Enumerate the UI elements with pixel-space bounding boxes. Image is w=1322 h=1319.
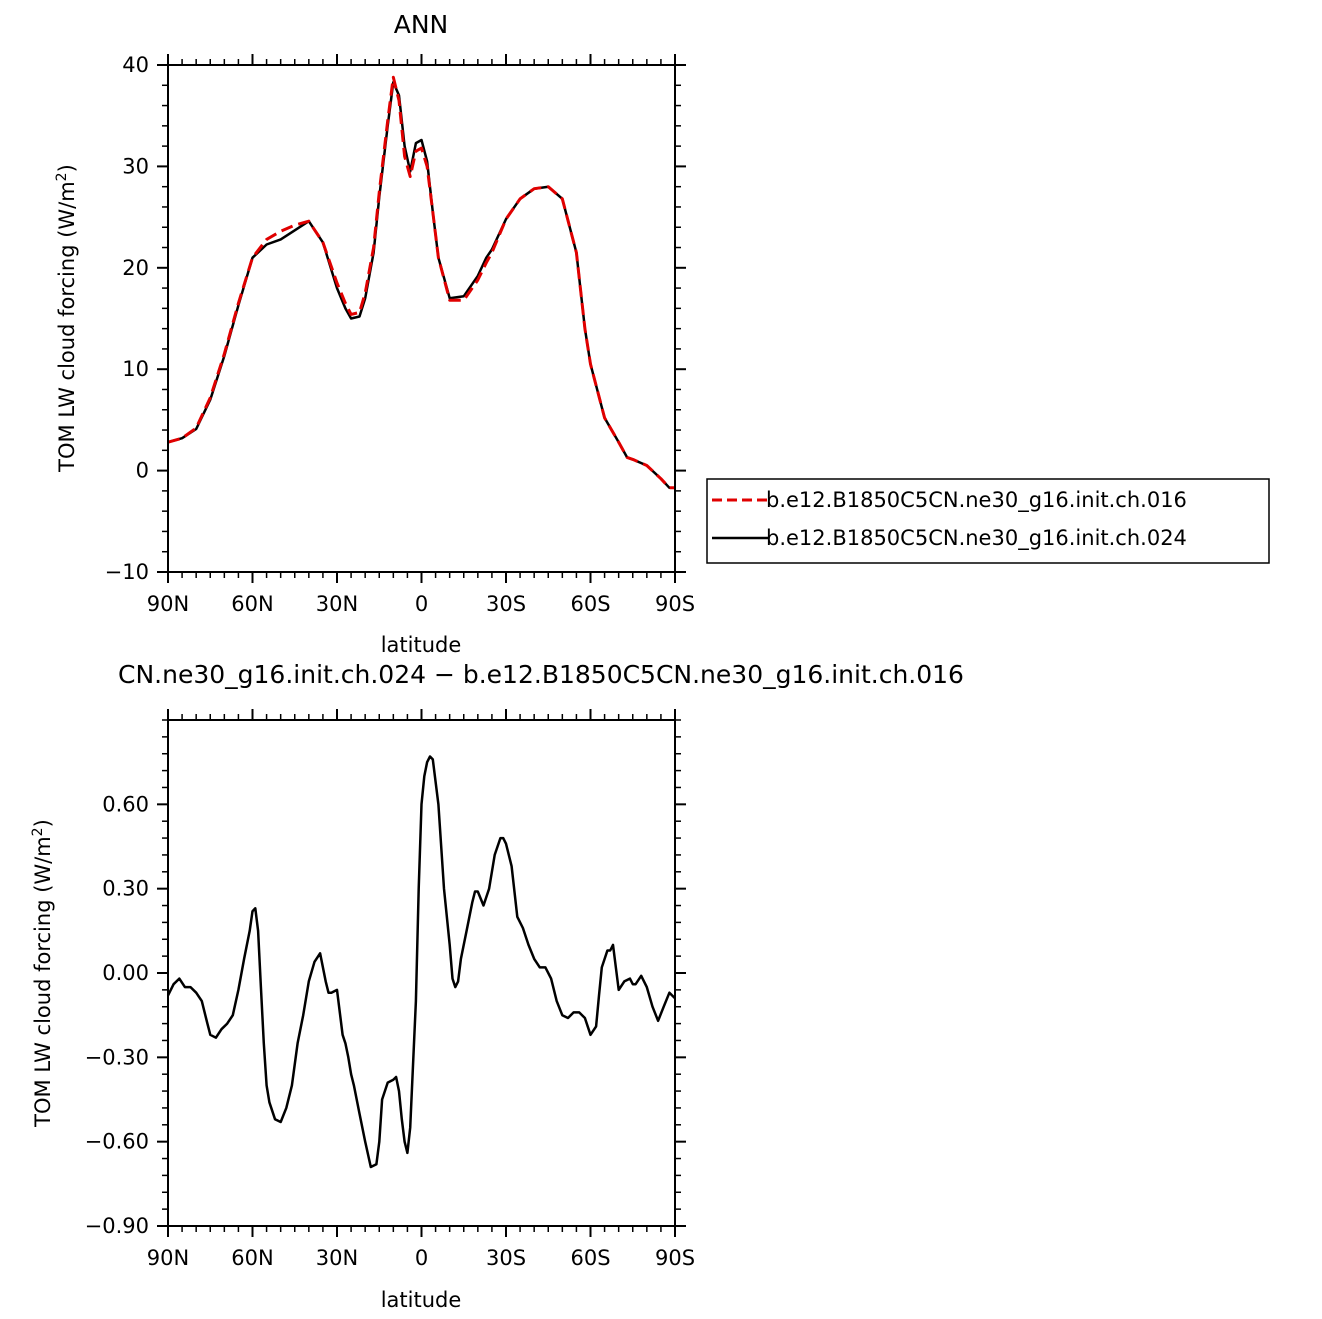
y-tick-label: 0.30 [102,877,149,901]
y-tick-label: 30 [122,154,149,178]
x-tick-labels: 90N 60N 30N 0 30S 60S 90S [147,592,695,616]
x-tick-labels: 90N 60N 30N 0 30S 60S 90S [147,1246,695,1270]
y-tick-label: −10 [105,560,149,584]
x-tick-label: 30S [486,1246,526,1270]
chart-title-diff: CN.ne30_g16.init.ch.024 − b.e12.B1850C5C… [118,660,964,689]
y-tick-label: 0 [136,459,149,483]
x-tick-label: 90S [655,592,695,616]
x-tick-label: 60S [570,1246,610,1270]
plot-area [167,75,675,490]
y-axis-label: TOM LW cloud forcing (W/m2) [54,164,79,473]
x-tick-label: 30S [486,592,526,616]
chart-annual-mean: ANN 90N 60N 30N 0 30S 60S 90S −10 0 10 20 30 40 lat… [54,10,1270,657]
x-tick-label: 60N [231,592,273,616]
x-tick-label: 0 [415,592,428,616]
y-tick-labels: −10 0 10 20 30 40 [105,53,149,584]
difference-line [166,755,676,1169]
chart-title: ANN [394,10,449,39]
x-tick-label: 0 [415,1246,428,1270]
y-tick-labels: −0.90 −0.60 −0.30 0.00 0.30 0.60 [85,792,149,1238]
x-tick-label: 90N [147,592,189,616]
y-tick-label: 0.60 [102,792,149,816]
y-tick-label: −0.30 [85,1045,149,1069]
y-tick-label: 40 [122,53,149,77]
series-line-016 [167,75,675,490]
chart-difference: CN.ne30_g16.init.ch.024 − b.e12.B1850C5C… [30,660,964,1312]
tick-marks [157,54,686,583]
plot-area [166,755,676,1169]
legend-label-024: b.e12.B1850C5CN.ne30_g16.init.ch.024 [766,526,1187,551]
x-axis-label: latitude [381,1288,462,1312]
x-axis-label: latitude [381,633,462,657]
x-tick-label: 30N [316,592,358,616]
legend: b.e12.B1850C5CN.ne30_g16.init.ch.016 b.e… [706,478,1270,564]
y-tick-label: 20 [122,256,149,280]
x-tick-label: 60N [231,1246,273,1270]
tick-marks [157,709,686,1237]
y-tick-label: 10 [122,357,149,381]
x-tick-label: 60S [570,592,610,616]
x-tick-label: 90S [655,1246,695,1270]
plot-frame [167,64,676,573]
y-tick-label: −0.60 [85,1130,149,1154]
y-tick-label: 0.00 [102,961,149,985]
legend-label-016: b.e12.B1850C5CN.ne30_g16.init.ch.016 [766,488,1187,513]
x-tick-label: 30N [316,1246,358,1270]
y-axis-label: TOM LW cloud forcing (W/m2) [30,819,55,1128]
legend-box [706,478,1270,564]
x-tick-label: 90N [147,1246,189,1270]
plot-frame [167,719,676,1227]
y-tick-label: −0.90 [85,1214,149,1238]
